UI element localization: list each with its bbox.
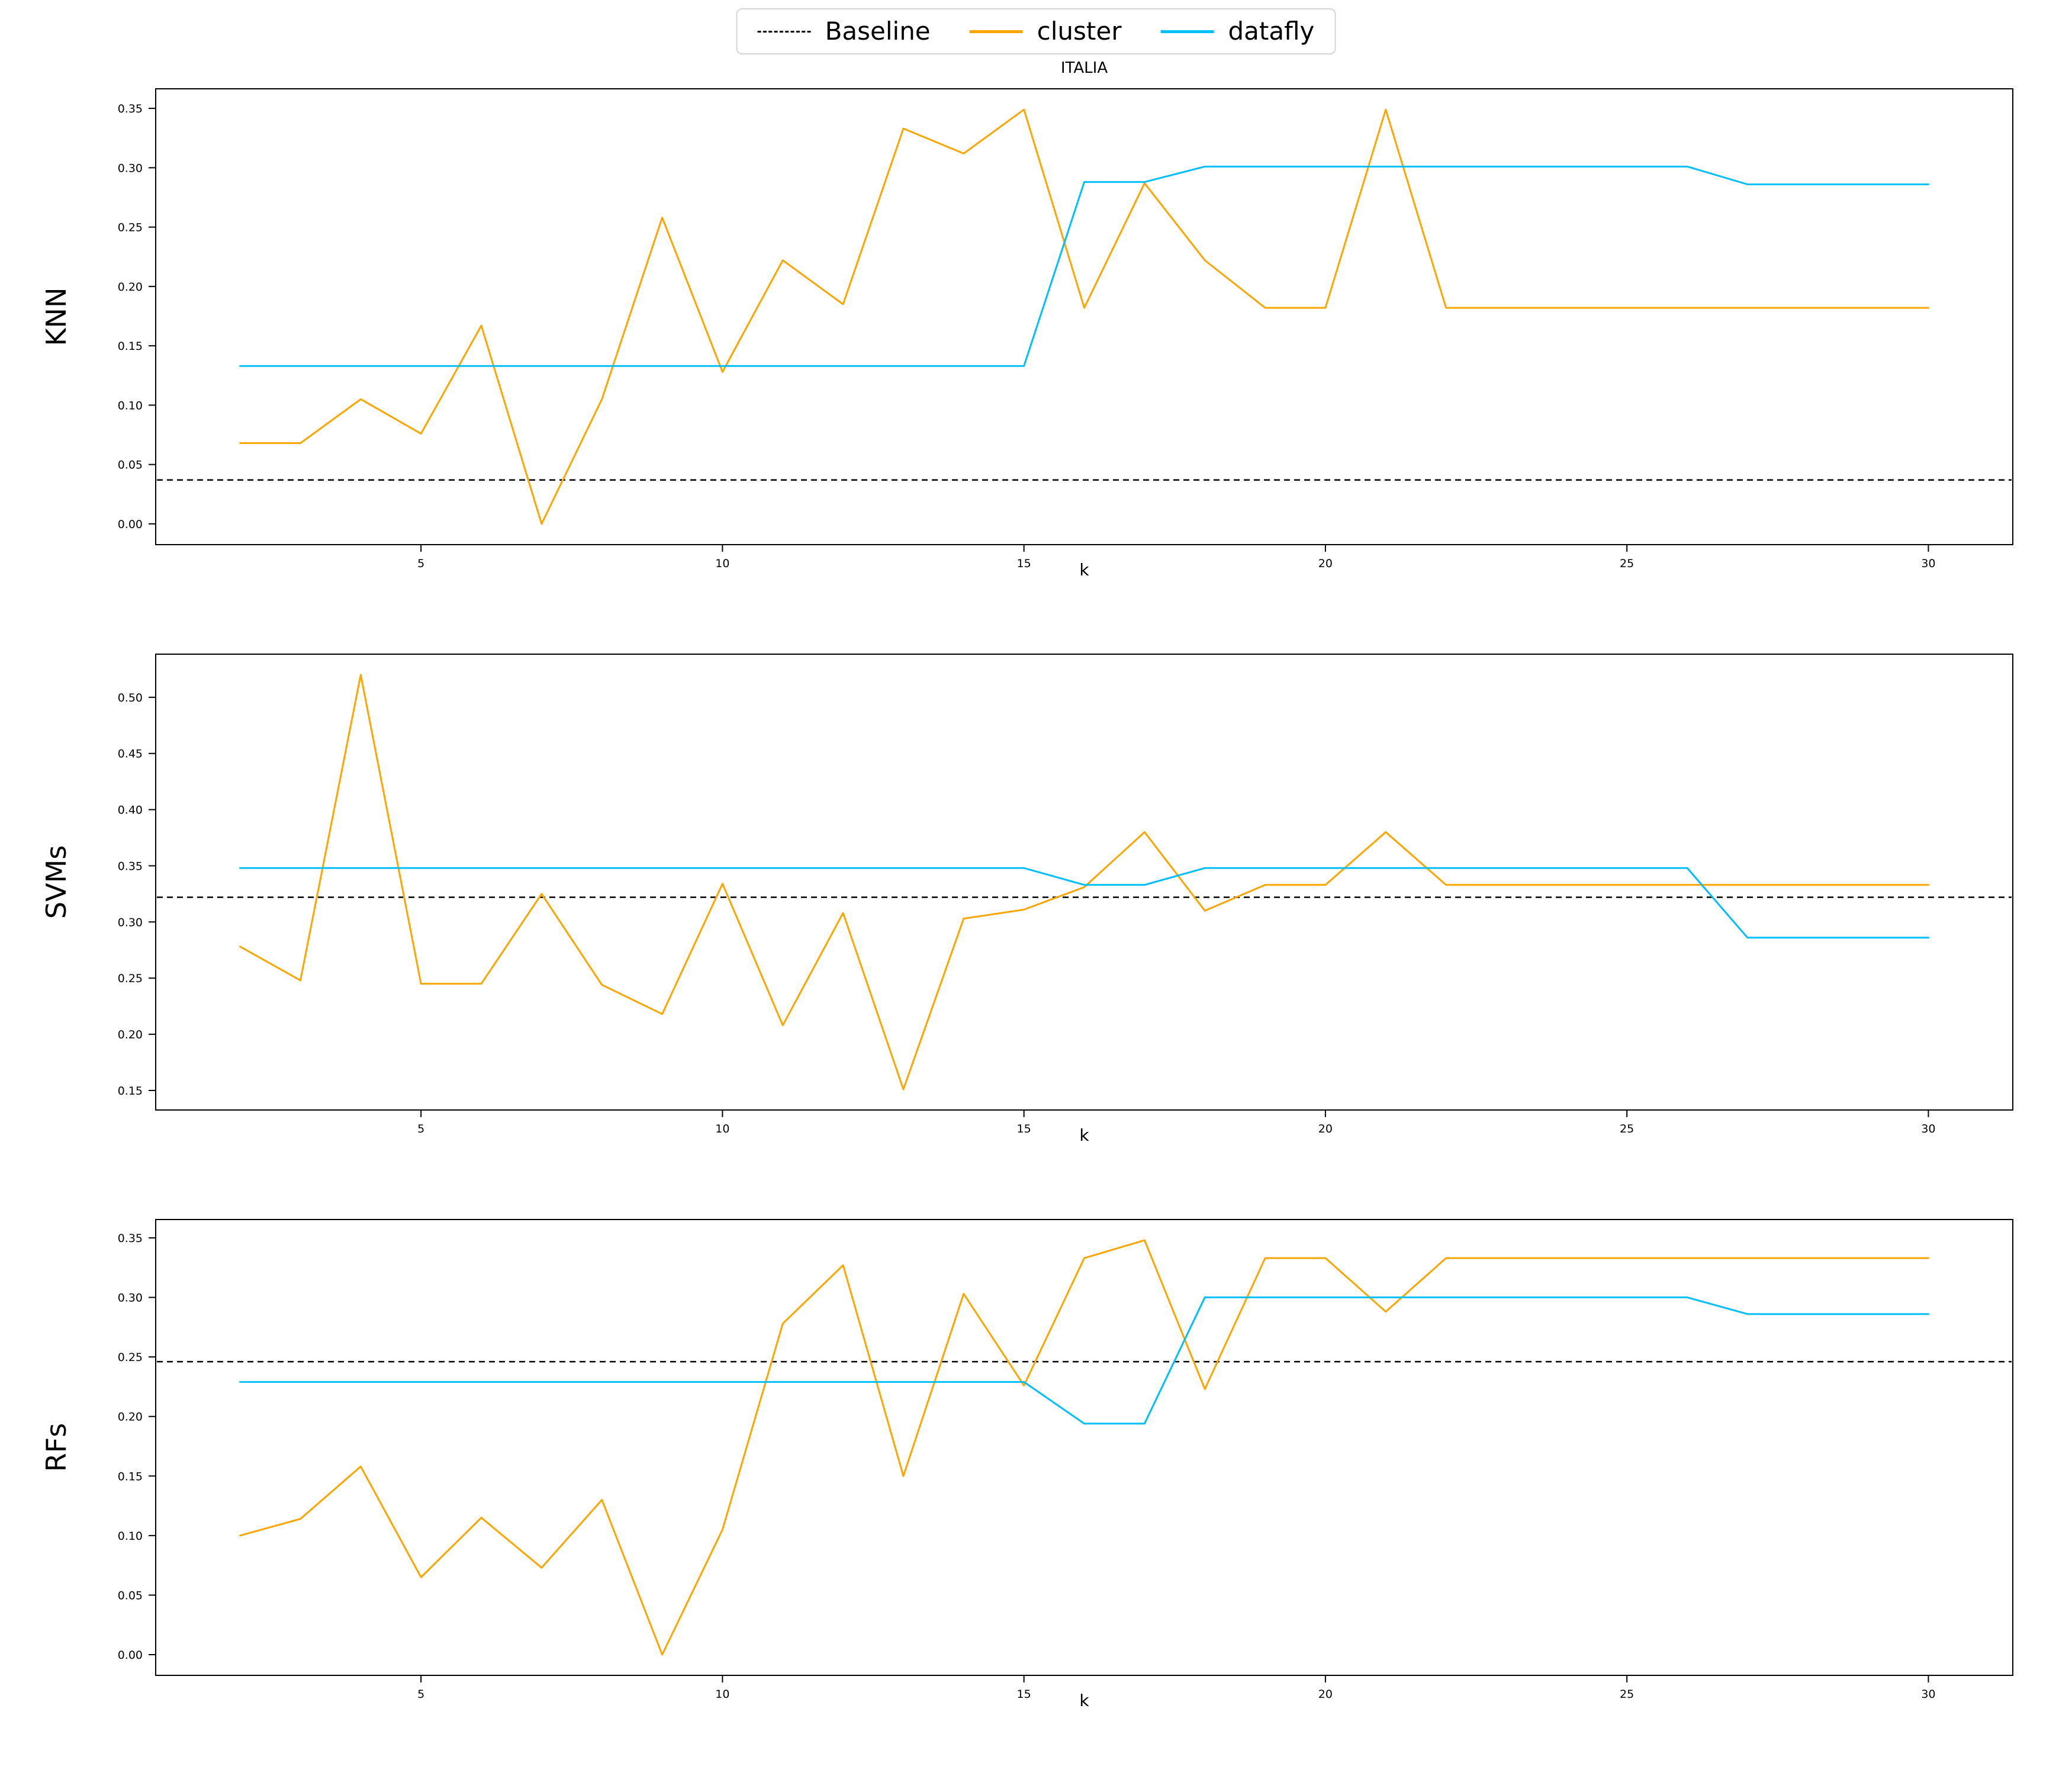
- rfs-axes-frame: [155, 1219, 2013, 1676]
- rfs-datafly-line: [239, 1296, 1929, 1425]
- svms-axes-frame: [155, 654, 2013, 1111]
- rfs-y-tick-label: 0.25: [118, 1351, 143, 1364]
- rfs-y-tick-label: 0.10: [118, 1530, 143, 1543]
- knn-datafly-line: [239, 165, 1929, 367]
- rfs-y-tick-label: 0.20: [118, 1411, 143, 1424]
- knn-x-tick-label: 30: [1921, 557, 1935, 570]
- svms-y-tick-label: 0.35: [118, 860, 143, 873]
- knn-cluster-line: [239, 108, 1929, 525]
- knn-x-tick-label: 10: [715, 557, 729, 570]
- knn-x-tick-label: 5: [417, 557, 424, 570]
- rfs-subplot: 5 10 15 20 25 30 0.00 0.05 0.10 0.15 0.20 0.25 0.30 0…: [118, 1219, 2013, 1701]
- svms-y-tick-label: 0.15: [118, 1085, 143, 1098]
- svms-datafly-line: [239, 867, 1929, 939]
- svms-y-tick-label: 0.30: [118, 916, 143, 929]
- chart-title: ITALIA: [1060, 59, 1108, 77]
- svms-y-tick-label: 0.20: [118, 1028, 143, 1041]
- rfs-y-tick-label: 0.05: [118, 1589, 143, 1602]
- svms-x-tick-label: 5: [417, 1122, 424, 1135]
- knn-axes-frame: [155, 88, 2013, 545]
- knn-y-tick-label: 0.30: [118, 162, 143, 175]
- rfs-x-tick-label: 20: [1318, 1688, 1333, 1701]
- rfs-y-tick-label: 0.30: [118, 1292, 143, 1305]
- rfs-x-tick-label: 30: [1921, 1688, 1935, 1701]
- svms-subplot: 5 10 15 20 25 30 0.15 0.20 0.25 0.30 0.35 0.40 0.45 0…: [118, 654, 2013, 1135]
- legend-item-baseline: Baseline: [757, 17, 931, 46]
- legend-item-cluster: cluster: [969, 17, 1122, 46]
- svms-y-tick-label: 0.40: [118, 804, 143, 817]
- legend: Baseline cluster datafly: [736, 8, 1336, 54]
- legend-label-baseline: Baseline: [825, 17, 931, 46]
- legend-label-cluster: cluster: [1037, 17, 1122, 46]
- rfs-y-tick-label: 0.00: [118, 1649, 143, 1662]
- svms-y-tick-label: 0.25: [118, 972, 143, 985]
- legend-label-datafly: datafly: [1228, 17, 1315, 46]
- knn-y-tick-label: 0.25: [118, 221, 143, 234]
- knn-x-tick-label: 20: [1318, 557, 1333, 570]
- svms-y-tick-label: 0.45: [118, 748, 143, 761]
- datafly-line-swatch-icon: [1160, 30, 1214, 33]
- rfs-y-tick-label: 0.15: [118, 1470, 143, 1483]
- rfs-y-tick-label: 0.35: [118, 1232, 143, 1245]
- rfs-x-tick-label: 15: [1017, 1688, 1031, 1701]
- knn-y-tick-label: 0.15: [118, 340, 143, 353]
- rfs-x-tick-label: 5: [417, 1688, 424, 1701]
- knn-y-tick-label: 0.20: [118, 281, 143, 294]
- knn-x-tick-label: 25: [1620, 557, 1634, 570]
- svms-x-tick-label: 15: [1017, 1122, 1031, 1135]
- baseline-line-swatch-icon: [757, 30, 811, 33]
- rfs-x-tick-label: 10: [715, 1688, 729, 1701]
- svms-y-tick-label: 0.50: [118, 691, 143, 704]
- rfs-cluster-line: [239, 1239, 1929, 1656]
- svms-cluster-line: [239, 674, 1929, 1090]
- svms-x-axis-label: k: [1079, 1125, 1089, 1145]
- knn-subplot: 5 10 15 20 25 30 0.00 0.05 0.10 0.15 0.20 0.25 0.30 0…: [118, 88, 2013, 570]
- rfs-x-tick-label: 25: [1620, 1688, 1634, 1701]
- svms-x-tick-label: 25: [1620, 1122, 1634, 1135]
- knn-y-tick-label: 0.00: [118, 518, 143, 531]
- knn-y-tick-label: 0.10: [118, 399, 143, 412]
- knn-y-tick-label: 0.35: [118, 102, 143, 115]
- knn-y-tick-label: 0.05: [118, 459, 143, 472]
- legend-item-datafly: datafly: [1160, 17, 1315, 46]
- knn-x-axis-label: k: [1079, 560, 1089, 580]
- svms-x-tick-label: 10: [715, 1122, 729, 1135]
- knn-x-tick-label: 15: [1017, 557, 1031, 570]
- cluster-line-swatch-icon: [969, 30, 1023, 33]
- rfs-x-axis-label: k: [1079, 1691, 1089, 1710]
- svms-x-tick-label: 30: [1921, 1122, 1935, 1135]
- svms-x-tick-label: 20: [1318, 1122, 1333, 1135]
